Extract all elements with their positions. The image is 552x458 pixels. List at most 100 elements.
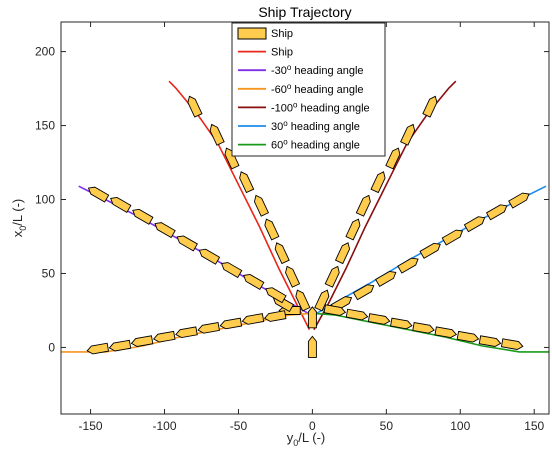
y-tick-label: 50 xyxy=(42,266,56,280)
ship-marker xyxy=(397,257,419,274)
ship-marker xyxy=(385,147,401,170)
ship-marker xyxy=(130,335,154,347)
x-tick-label: 150 xyxy=(524,419,544,433)
ship-marker xyxy=(419,242,441,259)
ship-marker xyxy=(86,342,110,355)
ship-marker xyxy=(307,335,317,358)
ship-marker xyxy=(500,338,524,350)
ship-marker xyxy=(274,242,290,265)
ship-marker xyxy=(345,218,361,241)
ship-marker xyxy=(264,218,280,241)
ship-marker xyxy=(132,208,154,225)
ship-marker xyxy=(198,248,221,265)
series-line-ship xyxy=(168,80,311,331)
ship-marker xyxy=(110,196,132,213)
legend-label-main: 60 xyxy=(271,140,283,152)
chart-title: Ship Trajectory xyxy=(258,4,351,20)
x-tick-label: 100 xyxy=(450,419,470,433)
ship-marker xyxy=(265,287,287,304)
y-axis-title-tail: /L (-) xyxy=(10,199,25,226)
legend-label: Ship xyxy=(271,47,293,59)
y-axis: 0 50 100 150 200 xyxy=(35,45,549,354)
legend-label: -30o heading angle xyxy=(271,63,364,77)
x-tick-label: -50 xyxy=(230,419,248,433)
x-axis-title: y0/L (-) xyxy=(287,430,325,448)
ship-marker xyxy=(441,229,464,246)
y-tick-label: 100 xyxy=(35,193,55,207)
x-tick-label: 50 xyxy=(380,419,394,433)
legend-label-superscript: o xyxy=(283,138,288,147)
legend-label-tail: heading angle xyxy=(291,65,363,77)
ship-marker xyxy=(485,204,508,221)
x-axis-title-main: y xyxy=(287,430,294,445)
legend-label-superscript: o xyxy=(287,63,292,72)
x-axis-title-subscript: 0 xyxy=(293,438,298,448)
ship-marker xyxy=(434,326,458,339)
x-tick-label: -100 xyxy=(152,419,176,433)
ship-marker xyxy=(508,192,530,209)
ship-marker xyxy=(352,284,375,301)
ship-marker xyxy=(295,289,311,312)
y-axis-title: x0/L (-) xyxy=(10,199,28,237)
y-tick-label: 150 xyxy=(35,119,55,133)
x-tick-label: -150 xyxy=(79,419,103,433)
ship-marker xyxy=(187,95,203,118)
legend-label-main: 30 xyxy=(271,121,283,133)
ship-marker xyxy=(478,335,502,347)
ship-marker xyxy=(175,326,198,339)
ship-marker xyxy=(456,330,480,343)
legend-label-main: -60 xyxy=(271,84,287,96)
x-tick-label: 0 xyxy=(309,419,316,433)
ship-marker xyxy=(307,306,317,329)
ship-marker xyxy=(108,339,132,352)
legend-label-tail: heading angle xyxy=(291,84,363,96)
legend-label-main: Ship xyxy=(271,47,293,59)
ship-marker xyxy=(324,265,340,288)
legend-label-main: -100 xyxy=(271,102,293,114)
ship-marker xyxy=(219,317,243,330)
legend-label-superscript: o xyxy=(283,119,288,128)
ship-marker xyxy=(314,289,330,312)
ship-marker xyxy=(422,95,438,118)
legend-label: 30o heading angle xyxy=(271,119,360,133)
legend-label: 60o heading angle xyxy=(271,138,360,152)
ship-marker xyxy=(375,270,397,287)
plot-frame xyxy=(60,21,550,415)
ship-marker xyxy=(355,194,371,217)
y-axis-title-subscript: 0 xyxy=(18,226,28,231)
legend-label-main: Ship xyxy=(271,28,293,40)
legend-label: Ship xyxy=(271,28,293,40)
ship-marker xyxy=(241,313,265,325)
ship-marker xyxy=(285,265,301,288)
ship-marker xyxy=(87,186,110,203)
ship-marker xyxy=(367,313,391,325)
ship-marker xyxy=(152,330,176,343)
ship-marker-layer xyxy=(86,95,530,358)
legend-swatch-patch xyxy=(237,27,267,40)
ship-marker xyxy=(463,216,486,233)
ship-marker xyxy=(370,171,386,194)
ship-marker xyxy=(263,310,287,322)
series-line-m100 xyxy=(313,80,457,331)
legend-label-tail: heading angle xyxy=(288,140,360,152)
x-axis: -150 -100 -50 0 50 100 150 xyxy=(79,22,545,433)
y-axis-title-main: x xyxy=(10,230,25,237)
legend-label: -60o heading angle xyxy=(271,82,364,96)
ship-marker xyxy=(253,194,270,217)
legend-label-tail: heading angle xyxy=(297,102,369,114)
y-tick-label: 200 xyxy=(35,45,55,59)
legend-label-main: -30 xyxy=(271,65,287,77)
legend-label-superscript: o xyxy=(293,100,298,109)
ship-marker xyxy=(220,262,243,279)
y-tick-label: 0 xyxy=(48,340,55,354)
ship-marker xyxy=(412,322,435,334)
ship-marker xyxy=(323,304,347,316)
ship-marker xyxy=(209,123,225,146)
legend-label-superscript: o xyxy=(287,82,292,91)
ship-marker xyxy=(390,317,413,330)
legend-label-tail: heading angle xyxy=(288,121,360,133)
legend-label: -100o heading angle xyxy=(271,100,370,114)
ship-marker xyxy=(239,171,255,194)
